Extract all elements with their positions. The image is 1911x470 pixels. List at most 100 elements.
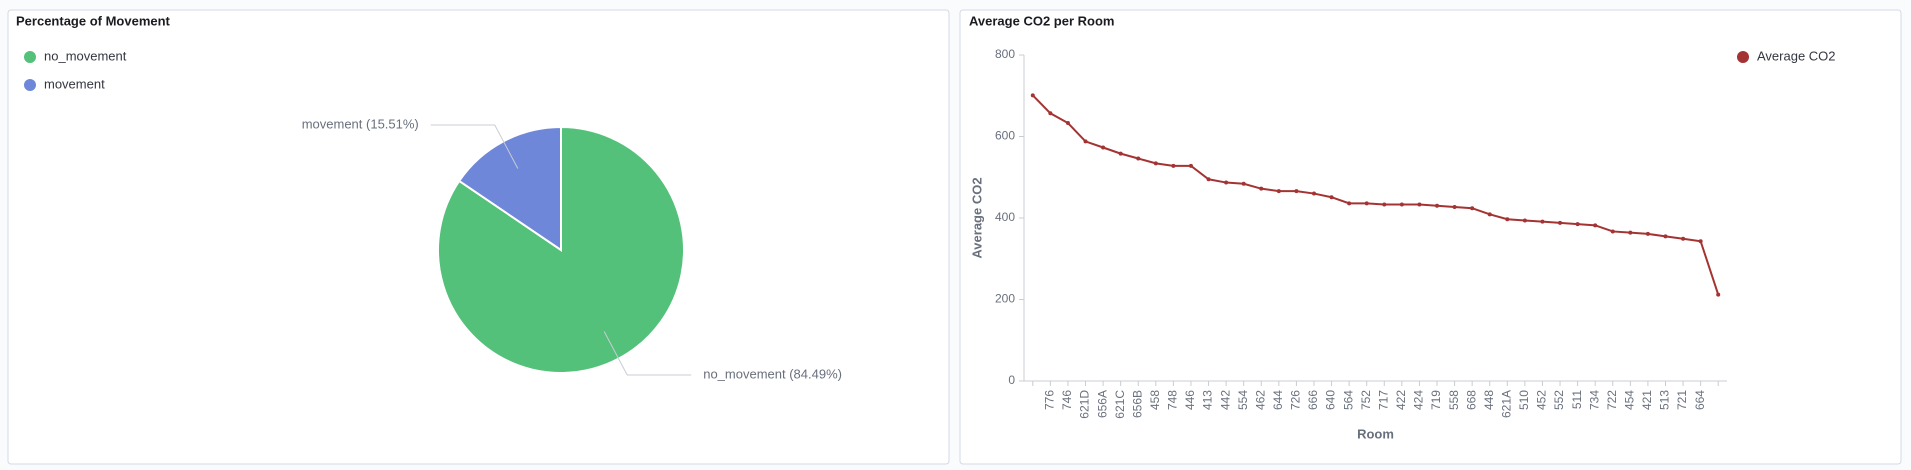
panel: [959, 9, 1902, 465]
x-tick-label: 668: [1464, 390, 1478, 410]
data-point: [1681, 236, 1686, 241]
data-point: [1118, 151, 1123, 156]
data-point: [1452, 204, 1457, 209]
panel-title: Average CO2 per Room: [969, 13, 1114, 28]
x-tick-label: 422: [1394, 390, 1408, 410]
x-tick-label: 458: [1148, 390, 1162, 410]
legend-label: no_movement: [44, 48, 127, 63]
x-tick-label: 462: [1253, 390, 1267, 410]
x-tick-label: 552: [1552, 390, 1566, 410]
data-point: [1435, 203, 1440, 208]
x-tick-label: 413: [1201, 390, 1215, 410]
x-tick-label: 621C: [1113, 390, 1127, 419]
data-point: [1575, 222, 1580, 227]
data-point: [1030, 93, 1035, 98]
data-point: [1470, 206, 1475, 211]
data-point: [1663, 234, 1668, 239]
x-tick-label: 640: [1324, 390, 1338, 410]
x-tick-label: 656B: [1130, 390, 1144, 418]
legend-swatch: [24, 79, 36, 91]
x-tick-label: 722: [1605, 390, 1619, 410]
panel-title: Percentage of Movement: [16, 13, 171, 28]
x-tick-label: 721: [1675, 390, 1689, 410]
x-axis-title: Room: [1357, 426, 1394, 441]
x-tick-label: 511: [1570, 390, 1584, 409]
data-point: [1188, 163, 1193, 168]
x-tick-label: 664: [1693, 390, 1707, 410]
x-tick-label: 621A: [1499, 390, 1513, 418]
data-point: [1153, 161, 1158, 166]
data-point: [1645, 231, 1650, 236]
data-point: [1382, 202, 1387, 207]
data-point: [1417, 202, 1422, 207]
x-tick-label: 452: [1535, 390, 1549, 410]
data-point: [1294, 189, 1299, 194]
data-point: [1364, 201, 1369, 206]
data-point: [1716, 292, 1721, 297]
data-point: [1276, 189, 1281, 194]
y-tick-label: 800: [995, 47, 1015, 61]
y-axis-title: Average CO2: [969, 177, 984, 258]
legend-swatch: [24, 51, 36, 63]
x-tick-label: 558: [1447, 390, 1461, 410]
x-tick-label: 666: [1306, 390, 1320, 410]
x-tick-label: 554: [1236, 390, 1250, 410]
x-tick-label: 752: [1359, 390, 1373, 410]
y-tick-label: 200: [995, 292, 1015, 306]
x-tick-label: 421: [1640, 390, 1654, 410]
data-point: [1083, 139, 1088, 144]
x-tick-label: 746: [1060, 390, 1074, 410]
data-point: [1347, 201, 1352, 206]
data-point: [1048, 111, 1053, 116]
x-tick-label: 748: [1166, 390, 1180, 410]
legend-label: Average CO2: [1757, 48, 1836, 63]
x-tick-label: 656A: [1095, 390, 1109, 418]
x-tick-label: 734: [1587, 390, 1601, 410]
legend-swatch: [1737, 51, 1749, 63]
x-tick-label: 719: [1429, 390, 1443, 410]
data-point: [1224, 180, 1229, 185]
data-point: [1487, 212, 1492, 217]
data-point: [1558, 220, 1563, 225]
slice-label: no_movement (84.49%): [703, 366, 842, 381]
data-point: [1540, 219, 1545, 224]
x-tick-label: 454: [1623, 390, 1637, 410]
data-point: [1329, 195, 1334, 200]
slice-label: movement (15.51%): [302, 116, 419, 131]
data-point: [1628, 230, 1633, 235]
x-tick-label: 726: [1289, 390, 1303, 410]
x-tick-label: 717: [1376, 390, 1390, 410]
data-point: [1399, 202, 1404, 207]
x-tick-label: 446: [1183, 390, 1197, 410]
data-point: [1136, 156, 1141, 161]
x-tick-label: 510: [1517, 390, 1531, 410]
data-point: [1698, 239, 1703, 244]
leader-line: [430, 124, 519, 169]
y-tick-label: 600: [995, 129, 1015, 143]
y-tick-label: 0: [1008, 373, 1015, 387]
data-point: [1610, 229, 1615, 234]
x-tick-label: 442: [1218, 390, 1232, 410]
y-tick-label: 400: [995, 210, 1015, 224]
x-tick-label: 424: [1412, 390, 1426, 410]
data-point: [1206, 177, 1211, 182]
legend-label: movement: [44, 76, 105, 91]
x-tick-label: 513: [1658, 390, 1672, 410]
data-point: [1505, 217, 1510, 222]
x-tick-label: 448: [1482, 390, 1496, 410]
x-tick-label: 644: [1271, 390, 1285, 410]
data-point: [1101, 145, 1106, 150]
data-point: [1522, 218, 1527, 223]
data-point: [1065, 121, 1070, 126]
x-tick-label: 621D: [1078, 390, 1092, 419]
data-point: [1259, 186, 1264, 191]
series-line: [1032, 94, 1720, 295]
x-tick-label: 564: [1341, 390, 1355, 410]
data-point: [1593, 223, 1598, 228]
leader-line: [603, 331, 692, 376]
data-point: [1241, 181, 1246, 186]
data-point: [1171, 163, 1176, 168]
x-tick-label: 776: [1043, 390, 1057, 410]
data-point: [1311, 191, 1316, 196]
